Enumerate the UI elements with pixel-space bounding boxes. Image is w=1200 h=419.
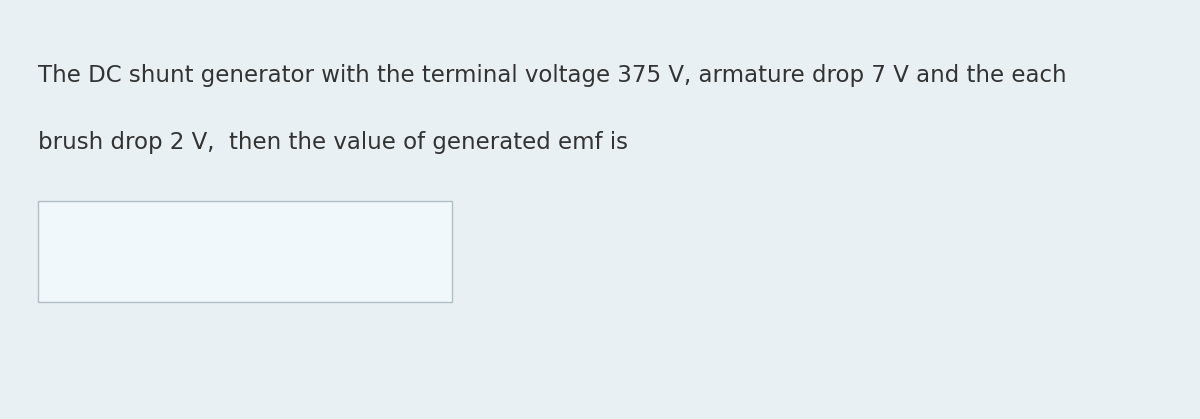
- Text: The DC shunt generator with the terminal voltage 375 V, armature drop 7 V and th: The DC shunt generator with the terminal…: [38, 64, 1067, 87]
- Text: brush drop 2 V,  then the value of generated emf is: brush drop 2 V, then the value of genera…: [38, 131, 629, 154]
- FancyBboxPatch shape: [38, 201, 452, 302]
